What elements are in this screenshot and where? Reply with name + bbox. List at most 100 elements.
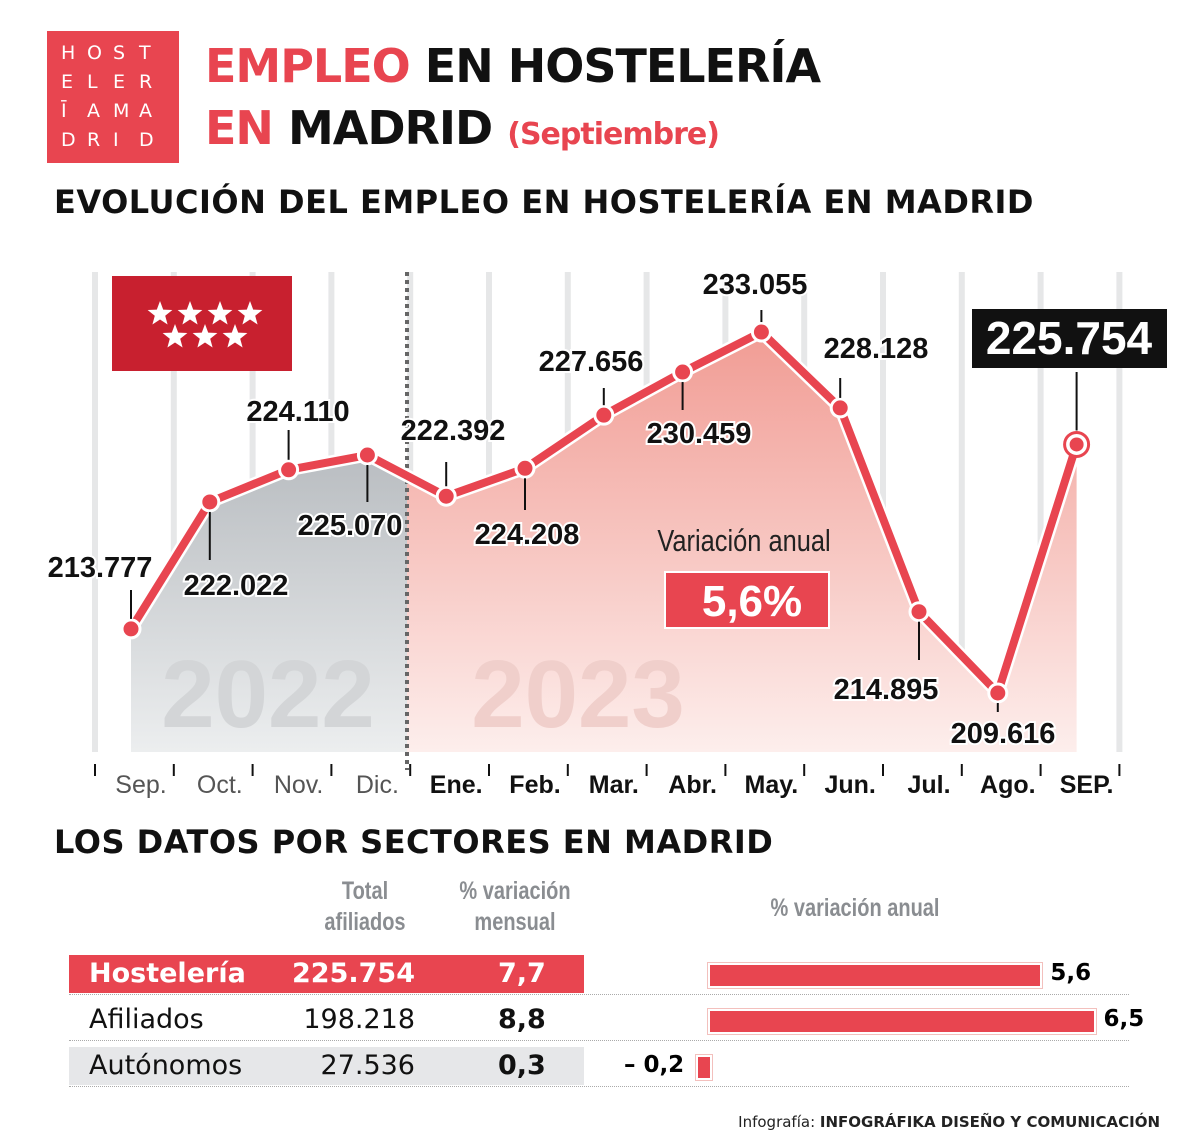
chart-title: EVOLUCIÓN DEL EMPLEO EN HOSTELERÍA EN MA… [54, 183, 1034, 221]
current-value-label: 225.754 [986, 312, 1153, 364]
current-value-box [972, 309, 1167, 368]
star-icon [162, 324, 188, 348]
annual-variation-value: 5,6% [702, 577, 802, 626]
sector-row: Afiliados 198.218 8,8 [69, 1001, 584, 1039]
annual-variation-bar [696, 1055, 712, 1080]
value-label: 224.208 [475, 519, 580, 551]
annual-variation-value: – 0,2 [623, 1052, 685, 1078]
annual-variation-value: 6,5 [1103, 1006, 1145, 1032]
x-tick-label: Ene. [430, 771, 483, 799]
data-point [199, 491, 221, 513]
row-divider [69, 1040, 1129, 1041]
sector-total: 225.754 [292, 958, 415, 989]
data-point [908, 601, 930, 623]
x-tick-label: SEP. [1060, 771, 1114, 799]
value-label: 225.070 [298, 510, 403, 542]
header-total-1: Total [341, 877, 389, 905]
star-icon [207, 301, 233, 325]
data-point [1069, 437, 1084, 452]
sector-mensual: 0,3 [498, 1050, 546, 1081]
x-tick-label: Nov. [274, 771, 324, 799]
header-mensual-1: % variación [459, 877, 571, 905]
sectors-title: LOS DATOS POR SECTORES EN MADRID [54, 823, 774, 861]
star-icon [237, 301, 263, 325]
row-divider [69, 1086, 1129, 1087]
x-tick-label: Jun. [824, 771, 875, 799]
value-label: 227.656 [539, 346, 644, 378]
x-tick-label: Abr. [668, 771, 717, 799]
data-point [672, 361, 694, 383]
data-point [987, 682, 1009, 704]
row-divider [69, 994, 1129, 995]
data-point [829, 397, 851, 419]
annual-variation-label: Variación anual [657, 524, 830, 559]
x-tick-label: Ago. [980, 771, 1036, 799]
header-anual: % variación anual [770, 894, 940, 922]
year-label-2022: 2022 [161, 641, 375, 748]
star-icon [192, 324, 218, 348]
credit: Infografía: INFOGRÁFIKA DISEÑO Y COMUNIC… [738, 1112, 1160, 1132]
x-tick-label: Oct. [197, 771, 243, 799]
data-point [435, 485, 457, 507]
credit-prefix: Infografía: [738, 1113, 816, 1131]
data-point [120, 618, 142, 640]
sector-name: Afiliados [89, 1004, 204, 1035]
title-red: EMPLEO [205, 39, 411, 93]
sector-name: Hostelería [89, 958, 246, 989]
line-chart: 2022 2023 213.777 222.022 224.110 225.070 222… [46, 267, 1167, 799]
sector-row: Hostelería 225.754 7,7 [69, 955, 584, 993]
value-label: 224.110 [246, 396, 349, 428]
header-mensual-2: mensual [474, 908, 556, 936]
value-label: 214.895 [834, 674, 939, 706]
x-tick-label: Dic. [356, 771, 399, 799]
title-black: EN HOSTELERÍA [424, 39, 821, 93]
annual-variation-bar [708, 1009, 1096, 1034]
x-tick-label: Feb. [509, 771, 560, 799]
value-label: 222.022 [184, 570, 289, 602]
data-point [278, 459, 300, 481]
annual-variation-value: 5,6 [1050, 960, 1092, 986]
header-mensual: % variación mensual [447, 876, 583, 938]
title-line-1: EMPLEO EN HOSTELERÍA [205, 38, 821, 94]
data-point [356, 444, 378, 466]
header-total-2: afiliados [324, 908, 406, 936]
value-label: 222.392 [401, 415, 506, 447]
title-subtitle: (Septiembre) [507, 117, 720, 152]
title-line-2: EN MADRID (Septiembre) [205, 100, 720, 163]
star-icon [222, 324, 248, 348]
star-icon [177, 301, 203, 325]
value-label: 228.128 [824, 333, 929, 365]
year-label-2023: 2023 [471, 641, 685, 748]
annual-variation-bar [708, 963, 1043, 988]
madrid-flag-icon [112, 276, 292, 371]
sector-mensual: 7,7 [498, 958, 546, 989]
value-label: 230.459 [647, 418, 752, 450]
value-label: 213.777 [48, 552, 153, 584]
value-label: 233.055 [703, 269, 808, 301]
x-tick-label: Jul. [907, 771, 950, 799]
sector-row: Autónomos 27.536 0,3 [69, 1047, 584, 1085]
x-tick-label: Mar. [589, 771, 639, 799]
header-total: Total afiliados [313, 876, 417, 938]
data-point [750, 321, 772, 343]
title-black-2: MADRID [287, 101, 493, 155]
sector-mensual: 8,8 [498, 1004, 546, 1035]
data-point [514, 457, 536, 479]
sector-total: 198.218 [303, 1004, 415, 1035]
title-red-2: EN [205, 101, 274, 155]
x-tick-label: Sep. [115, 771, 166, 799]
data-point [593, 404, 615, 426]
value-label: 209.616 [951, 718, 1056, 750]
sector-total: 27.536 [320, 1050, 415, 1081]
credit-name: INFOGRÁFIKA DISEÑO Y COMUNICACIÓN [819, 1113, 1160, 1131]
x-tick-label: May. [745, 771, 799, 799]
sector-name: Autónomos [89, 1050, 243, 1081]
star-icon [147, 301, 173, 325]
annual-variation-annotation: Variación anual 5,6% [657, 524, 831, 629]
